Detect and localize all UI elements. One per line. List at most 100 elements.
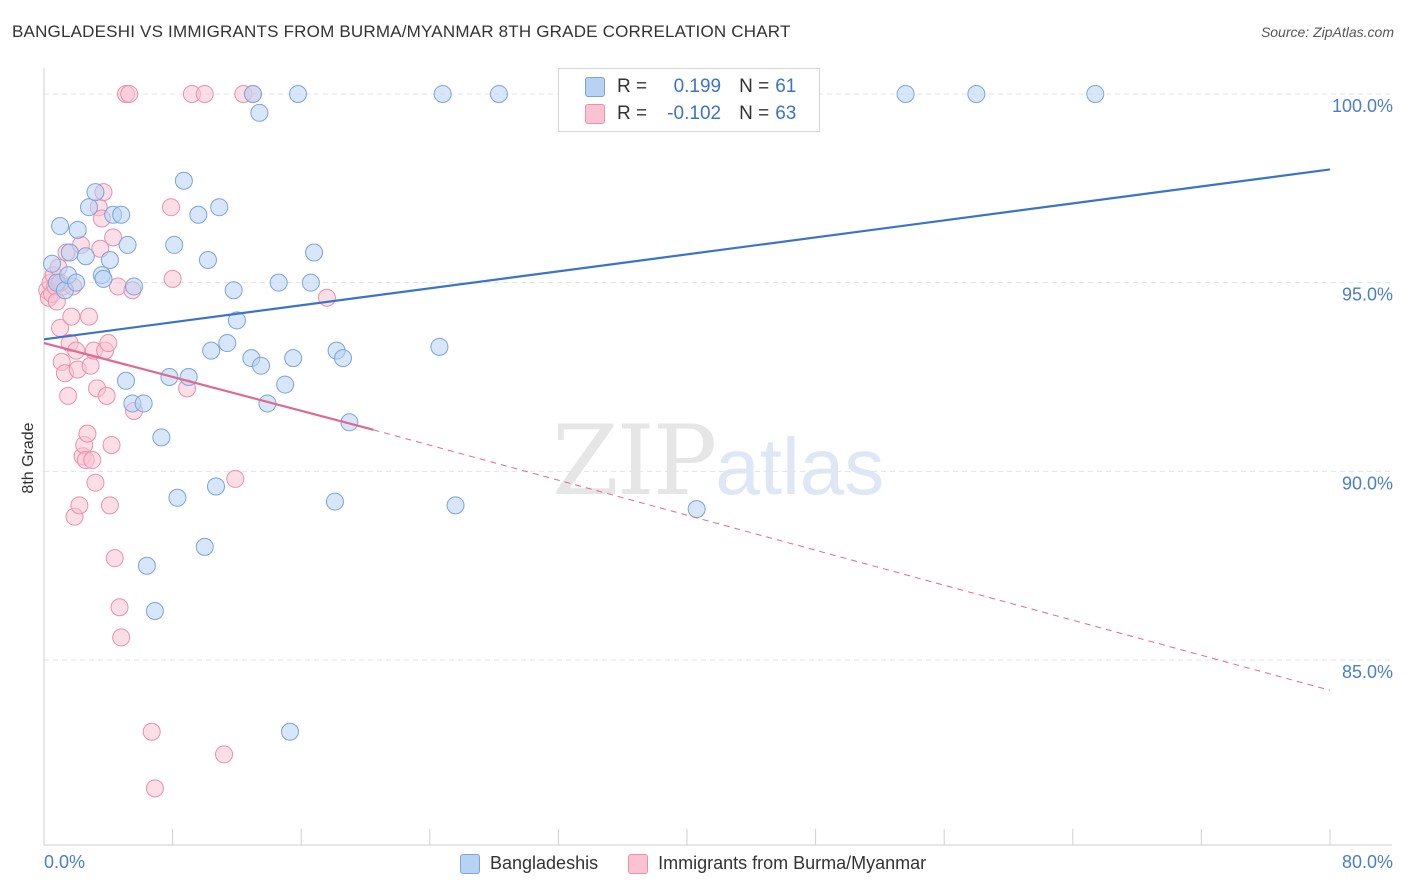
trend-line-burma — [43, 341, 374, 431]
data-point-bangladeshi — [896, 84, 915, 103]
trend-line-burma-extrapolated — [373, 429, 1331, 691]
chart-title: BANGLADESHI VS IMMIGRANTS FROM BURMA/MYA… — [12, 22, 791, 41]
legend-item-bangladeshis[interactable]: Bangladeshis — [460, 853, 598, 874]
y-tick-label: 95.0% — [1342, 285, 1393, 305]
data-point-burma — [104, 228, 123, 247]
legend-swatch-pink — [585, 104, 605, 124]
r-value: -0.102 — [667, 103, 722, 124]
data-point-burma — [215, 745, 234, 764]
data-point-bangladeshi — [94, 269, 113, 288]
data-point-bangladeshi — [284, 349, 303, 368]
x-tick-label-min: 0.0% — [44, 852, 86, 872]
n-label: N = — [739, 103, 770, 124]
data-point-bangladeshi — [198, 251, 217, 270]
trend-line-bangladeshi — [43, 168, 1331, 341]
legend-row-bangladeshis: R = 0.199 N = 61 — [585, 74, 814, 100]
n-value: 61 — [775, 76, 797, 97]
data-point-burma — [97, 386, 116, 405]
r-label: R = — [617, 76, 648, 97]
data-point-bangladeshi — [207, 477, 226, 496]
data-point-burma — [142, 722, 161, 741]
data-point-bangladeshi — [433, 84, 452, 103]
legend-swatch-pink — [628, 853, 649, 874]
data-point-bangladeshi — [288, 84, 307, 103]
data-point-bangladeshi — [145, 602, 164, 621]
r-label: R = — [617, 103, 648, 124]
source-label: Source: ZipAtlas.com — [1260, 24, 1394, 40]
data-point-bangladeshi — [227, 311, 246, 330]
data-point-burma — [163, 269, 182, 288]
data-point-bangladeshi — [218, 334, 237, 353]
data-point-burma — [83, 451, 102, 470]
data-point-bangladeshi — [1086, 84, 1105, 103]
data-point-bangladeshi — [168, 488, 187, 507]
n-label: N = — [739, 76, 770, 97]
data-point-bangladeshi — [202, 341, 221, 360]
data-point-bangladeshi — [195, 537, 214, 556]
data-point-bangladeshi — [51, 217, 70, 236]
data-point-burma — [59, 386, 78, 405]
data-point-bangladeshi — [687, 500, 706, 519]
data-point-burma — [120, 84, 139, 103]
data-point-bangladeshi — [80, 198, 99, 217]
n-value: 63 — [775, 103, 797, 124]
data-point-bangladeshi — [301, 273, 320, 292]
data-point-burma — [70, 496, 89, 515]
data-point-burma — [80, 307, 99, 326]
data-point-bangladeshi — [165, 235, 184, 254]
data-point-bangladeshi — [280, 722, 299, 741]
data-point-bangladeshi — [112, 205, 131, 224]
data-point-bangladeshi — [60, 243, 79, 262]
legend-label: Bangladeshis — [490, 853, 599, 873]
data-point-bangladeshi — [125, 277, 144, 296]
data-point-burma — [102, 435, 121, 454]
data-point-burma — [100, 496, 119, 515]
r-value: 0.199 — [673, 76, 722, 97]
series-legend: Bangladeshis Immigrants from Burma/Myanm… — [460, 853, 956, 874]
data-point-bangladeshi — [250, 103, 269, 122]
data-point-burma — [145, 779, 164, 798]
data-point-bangladeshi — [276, 375, 295, 394]
data-point-bangladeshi — [68, 220, 87, 239]
data-point-burma — [81, 356, 100, 375]
data-point-burma — [62, 307, 81, 326]
data-point-bangladeshi — [86, 183, 105, 202]
data-point-bangladeshi — [118, 235, 137, 254]
legend-item-burma[interactable]: Immigrants from Burma/Myanmar — [628, 853, 926, 874]
y-tick-label: 85.0% — [1342, 662, 1393, 682]
data-point-burma — [105, 549, 124, 568]
stats-legend: R = 0.199 N = 61 R = -0.102 N = 63 — [558, 68, 820, 132]
data-point-bangladeshi — [224, 281, 243, 300]
data-point-bangladeshi — [305, 243, 324, 262]
data-point-bangladeshi — [333, 349, 352, 368]
legend-swatch-blue — [585, 77, 605, 97]
data-point-bangladeshi — [76, 247, 95, 266]
data-point-bangladeshi — [967, 84, 986, 103]
y-tick-label: 90.0% — [1342, 473, 1393, 493]
legend-swatch-blue — [460, 853, 480, 874]
data-point-burma — [99, 334, 118, 353]
data-point-burma — [161, 198, 180, 217]
data-point-bangladeshi — [174, 171, 193, 190]
data-point-bangladeshi — [252, 356, 271, 375]
data-point-bangladeshi — [189, 205, 208, 224]
data-point-bangladeshi — [152, 428, 171, 447]
data-point-burma — [112, 628, 131, 647]
data-point-burma — [86, 473, 105, 492]
data-point-bangladeshi — [243, 84, 262, 103]
data-point-bangladeshi — [430, 337, 449, 356]
data-point-bangladeshi — [269, 273, 288, 292]
data-point-bangladeshi — [210, 198, 229, 217]
y-axis-label: 8th Grade — [20, 422, 37, 494]
data-point-burma — [195, 84, 214, 103]
x-tick-label-max: 80.0% — [1341, 852, 1393, 872]
data-point-burma — [110, 598, 129, 617]
data-point-bangladeshi — [43, 254, 62, 273]
data-point-bangladeshi — [67, 273, 86, 292]
data-point-bangladeshi — [489, 84, 508, 103]
watermark: ZIPatlas — [552, 405, 884, 517]
legend-label: Immigrants from Burma/Myanmar — [658, 853, 927, 873]
data-point-burma — [226, 469, 245, 488]
data-point-bangladeshi — [134, 394, 153, 413]
